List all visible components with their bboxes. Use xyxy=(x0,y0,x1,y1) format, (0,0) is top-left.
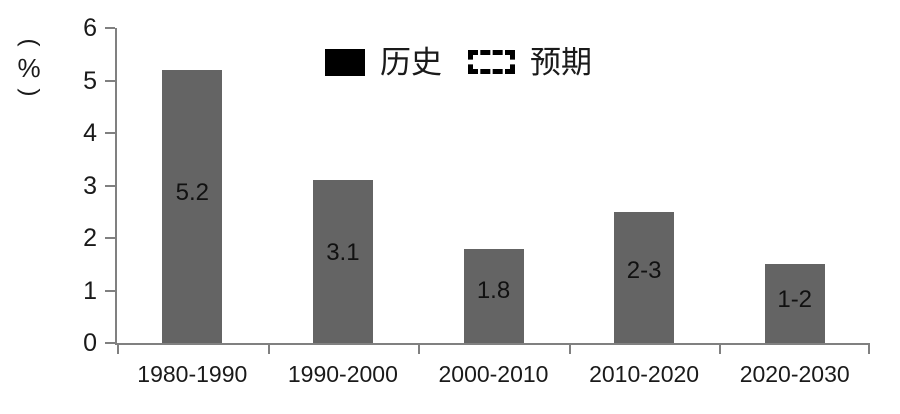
y-axis-title-percent: % xyxy=(17,53,41,83)
y-axis-tick xyxy=(105,237,115,239)
y-axis-tick xyxy=(105,342,115,344)
bar: 5.2 xyxy=(162,70,223,343)
x-axis-category-label: 1980-1990 xyxy=(137,361,248,387)
y-axis-tick xyxy=(105,132,115,134)
y-axis-tick-label: 4 xyxy=(83,119,97,147)
bar-value-label: 5.2 xyxy=(175,178,209,206)
bar-value-label: 3.1 xyxy=(326,239,360,267)
x-axis-tick xyxy=(868,345,870,354)
x-axis-tick xyxy=(117,345,119,354)
plot-area: 0 1 2 3 4 5 6 1980-1990 5.2 1990-2000 3.1 2000-2010… xyxy=(83,14,870,387)
x-axis-category-label: 2000-2010 xyxy=(438,361,549,387)
y-axis-title-paren-close: ) xyxy=(16,88,44,97)
y-axis-tick-label: 1 xyxy=(83,276,97,305)
bar: 3.1 xyxy=(312,180,373,343)
x-axis-tick xyxy=(267,345,270,354)
y-axis-tick-label: 6 xyxy=(83,14,97,42)
x-axis-tick xyxy=(719,345,722,354)
y-axis-tick xyxy=(105,79,115,82)
y-axis-tick-label: 2 xyxy=(83,224,97,252)
y-axis-title-paren-open: ( xyxy=(16,38,44,47)
bar: 2-3 xyxy=(614,211,675,343)
x-axis-category-label: 1990-2000 xyxy=(287,361,398,387)
legend-label-forecast: 预期 xyxy=(530,44,592,80)
legend-swatch-forecast-dashed xyxy=(468,50,515,74)
bar-value-label: 2-3 xyxy=(626,256,662,284)
x-axis-tick xyxy=(418,345,421,354)
x-axis-category-label: 2020-2030 xyxy=(739,361,850,387)
legend: 历史 预期 xyxy=(325,46,592,78)
x-axis-category-label: 2010-2020 xyxy=(589,361,700,387)
bar-value-label: 1-2 xyxy=(777,285,813,313)
y-axis-tick xyxy=(105,289,115,292)
y-axis-tick-label: 0 xyxy=(83,329,97,357)
y-axis-tick xyxy=(105,27,115,29)
y-axis-title: ( % ) xyxy=(12,30,46,105)
y-axis-tick xyxy=(105,184,115,187)
bar: 1.8 xyxy=(463,248,524,343)
legend-label-history: 历史 xyxy=(380,44,442,80)
legend-swatch-history-solid xyxy=(325,48,365,76)
y-axis-tick-label: 5 xyxy=(83,66,97,95)
bar: 1-2 xyxy=(764,264,825,343)
bar-value-label: 1.8 xyxy=(476,277,511,305)
x-axis-tick xyxy=(568,345,571,354)
y-axis-tick-label: 3 xyxy=(83,171,97,200)
